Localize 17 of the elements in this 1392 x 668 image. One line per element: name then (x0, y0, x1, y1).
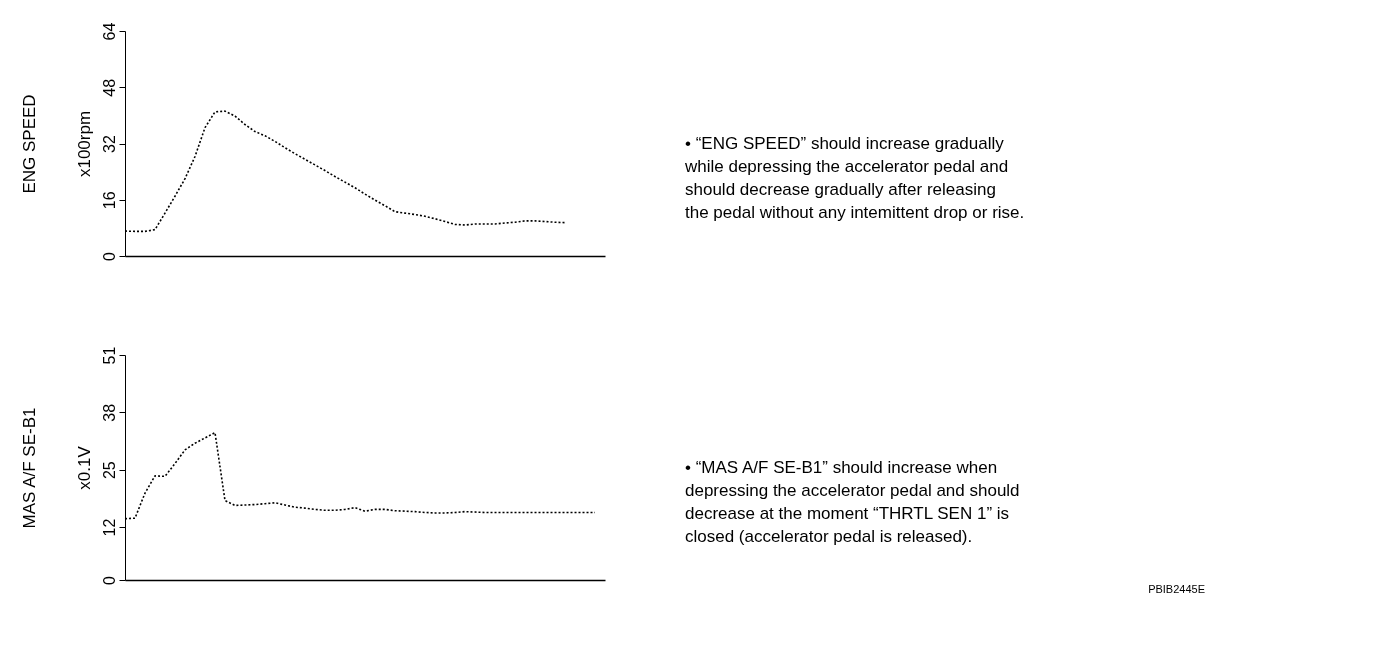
y-tick-label: 64 (100, 22, 118, 41)
text: PBIB2445E (1148, 583, 1205, 595)
y-tick-label: 32 (100, 135, 118, 153)
text: x0.1V (74, 445, 94, 490)
y-tick-label: 0 (100, 251, 118, 261)
y-tick-label: 12 (100, 518, 118, 537)
y-tick-label: 51 (100, 346, 118, 365)
text: • “ENG SPEED” should increase gradually while depressing the accelerator pedal and should decrease gradually after releasing the pedal without any intemittent drop or rise. (684, 133, 1025, 222)
y-axis-title: MAS A/F SE-B1 (19, 407, 39, 529)
text: x100rpm (74, 110, 94, 178)
y-tick-label: 25 (100, 461, 118, 480)
y-axis-title: ENG SPEED (19, 94, 39, 194)
y-tick-label: 0 (100, 575, 118, 585)
text: • “MAS A/F SE-B1” should increase when depressing the accelerator pedal and should decrease at the moment “THRTL SEN 1” is closed (accelerator pedal is released). (685, 457, 1020, 546)
y-tick-label: 16 (100, 191, 118, 210)
y-tick-label: 48 (100, 78, 118, 97)
y-tick-label: 38 (100, 403, 118, 422)
